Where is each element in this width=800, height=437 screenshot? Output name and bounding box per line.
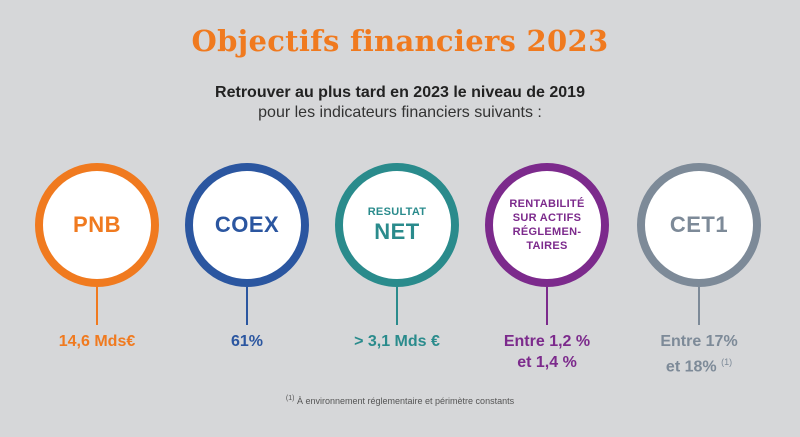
pnb-connector [96, 287, 98, 325]
cet1-value-line-2-text: et 18% [665, 358, 717, 376]
rentabilite-value-line-1: Entre 1,2 % [503, 333, 591, 350]
cet1-value: Entre 17% et 18% (1) [624, 331, 774, 377]
resultat-label-big: NET [374, 219, 420, 244]
rentabilite-connector [546, 287, 548, 325]
pnb-circle: PNB [35, 163, 159, 287]
rentabilite-value-line-2: et 1,4 % [517, 354, 577, 371]
resultat-connector [396, 287, 398, 325]
pnb-value: 14,6 Mds€ [58, 333, 136, 350]
footnote-marker: (1) [285, 395, 295, 402]
page-title: Objectifs financiers 2023 [191, 24, 609, 58]
footnote-text: À environnement réglementaire et périmèt… [296, 396, 515, 406]
resultat-value: > 3,1 Mds € [354, 333, 440, 350]
subtitle-line-2: pour les indicateurs financiers suivants… [258, 104, 542, 121]
rentabilite-circle: RENTABILITÉ SUR ACTIFS RÉGLEMEN- TAIRES [485, 163, 609, 287]
cet1-value-line-2: et 18% (1) [624, 352, 774, 377]
cet1-footnote-marker: (1) [721, 357, 733, 367]
rentabilite-label-line-1: RENTABILITÉ [509, 198, 585, 210]
rentabilite-label-line-4: TAIRES [526, 240, 568, 252]
subtitle-line-1: Retrouver au plus tard en 2023 le niveau… [215, 84, 585, 101]
cet1-value-line-1: Entre 17% [660, 333, 738, 350]
cet1-connector [698, 287, 700, 325]
pnb-label: PNB [73, 212, 121, 237]
resultat-label-small: RESULTAT [367, 206, 427, 218]
footnote: (1) À environnement réglementaire et pér… [0, 395, 800, 406]
rentabilite-label-line-2: SUR ACTIFS [512, 212, 582, 224]
coex-label: COEX [214, 212, 280, 237]
coex-circle: COEX [185, 163, 309, 287]
coex-value: 61% [230, 333, 264, 350]
cet1-label: CET1 [669, 212, 729, 237]
rentabilite-value: Entre 1,2 % et 1,4 % [472, 331, 622, 373]
coex-connector [246, 287, 248, 325]
cet1-circle: CET1 [637, 163, 761, 287]
resultat-circle: RESULTAT NET [335, 163, 459, 287]
rentabilite-label-line-3: RÉGLEMEN- [512, 226, 582, 238]
